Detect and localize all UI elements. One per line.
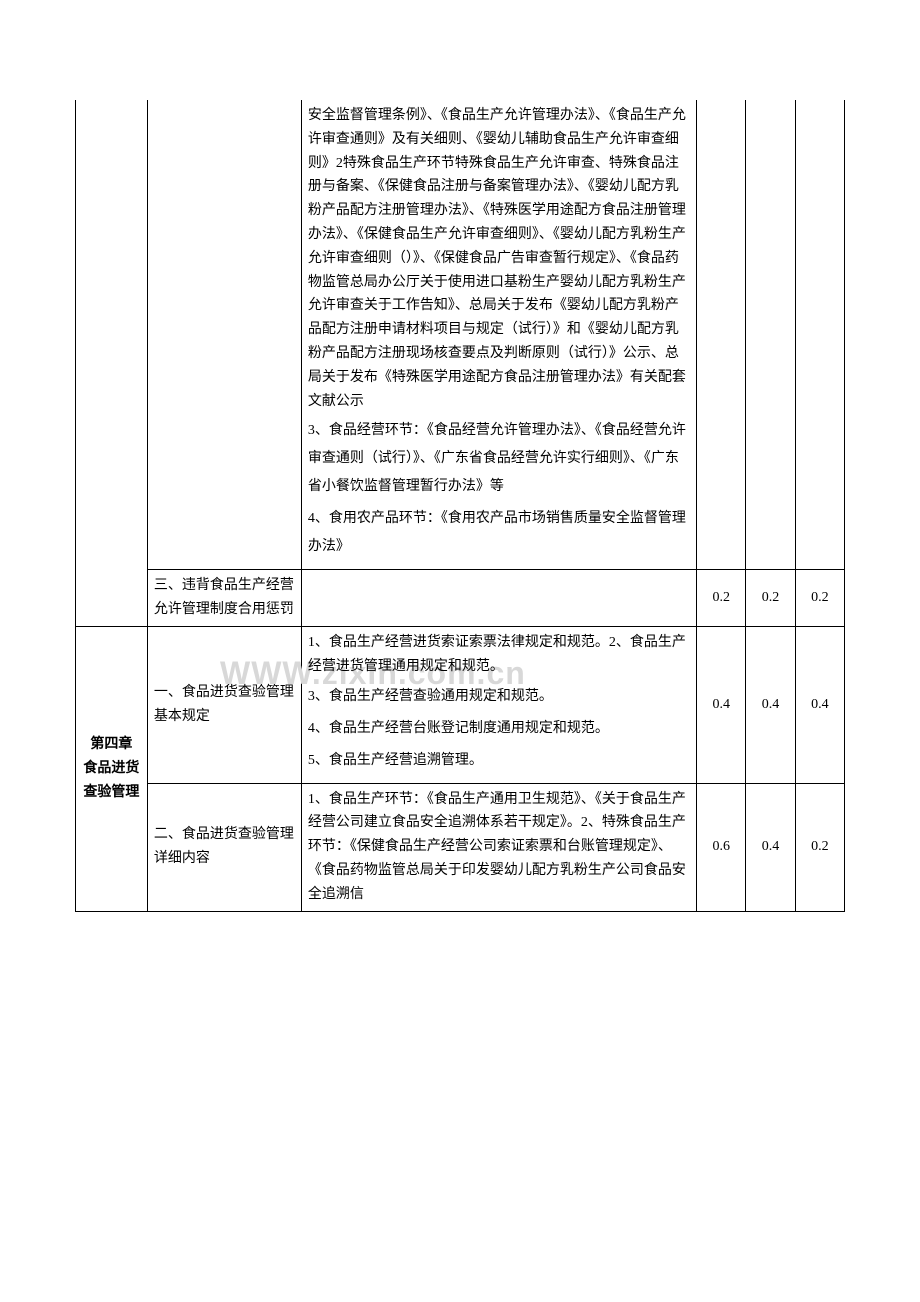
score-cell: 0.4 (746, 783, 795, 911)
content-para: 3、食品经营环节：《食品经营允许管理办法》、《食品经营允许审查通则（试行）》、《… (308, 417, 690, 501)
content-para: 4、食品生产经营台账登记制度通用规定和规范。 (308, 715, 690, 743)
score-cell: 0.2 (795, 570, 844, 627)
document-table: 安全监督管理条例》、《食品生产允许管理办法》、《食品生产允许审查通则》及有关细则… (75, 100, 845, 912)
chapter-cell (76, 100, 148, 626)
content-para: 安全监督管理条例》、《食品生产允许管理办法》、《食品生产允许审查通则》及有关细则… (308, 104, 690, 413)
chapter-cell: 第四章 食品进货查验管理 (76, 626, 148, 911)
content-para: 5、食品生产经营追溯管理。 (308, 747, 690, 775)
score-cell: 0.2 (795, 783, 844, 911)
section-cell (147, 100, 301, 570)
section-cell: 三、违背食品生产经营允许管理制度合用惩罚 (147, 570, 301, 627)
table-row: 第四章 食品进货查验管理 一、食品进货查验管理基本规定 1、食品生产经营进货索证… (76, 626, 845, 783)
score-cell: 0.6 (697, 783, 746, 911)
content-para: 1、食品生产经营进货索证索票法律规定和规范。2、食品生产经营进货管理通用规定和规… (308, 631, 690, 679)
content-cell: 1、食品生产经营进货索证索票法律规定和规范。2、食品生产经营进货管理通用规定和规… (301, 626, 696, 783)
score-cell: 0.4 (795, 626, 844, 783)
score-cell (746, 100, 795, 570)
score-cell: 0.2 (697, 570, 746, 627)
content-cell (301, 570, 696, 627)
content-para: 4、食用农产品环节：《食用农产品市场销售质量安全监督管理办法》 (308, 505, 690, 561)
table-row: 二、食品进货查验管理详细内容 1、食品生产环节：《食品生产通用卫生规范》、《关于… (76, 783, 845, 911)
section-cell: 一、食品进货查验管理基本规定 (147, 626, 301, 783)
table-row: 安全监督管理条例》、《食品生产允许管理办法》、《食品生产允许审查通则》及有关细则… (76, 100, 845, 570)
score-cell: 0.2 (746, 570, 795, 627)
score-cell (697, 100, 746, 570)
score-cell: 0.4 (697, 626, 746, 783)
table-row: 三、违背食品生产经营允许管理制度合用惩罚 0.2 0.2 0.2 (76, 570, 845, 627)
content-para: 3、食品生产经营查验通用规定和规范。 (308, 683, 690, 711)
score-cell (795, 100, 844, 570)
content-cell: 1、食品生产环节：《食品生产通用卫生规范》、《关于食品生产经营公司建立食品安全追… (301, 783, 696, 911)
content-cell: 安全监督管理条例》、《食品生产允许管理办法》、《食品生产允许审查通则》及有关细则… (301, 100, 696, 570)
section-cell: 二、食品进货查验管理详细内容 (147, 783, 301, 911)
score-cell: 0.4 (746, 626, 795, 783)
